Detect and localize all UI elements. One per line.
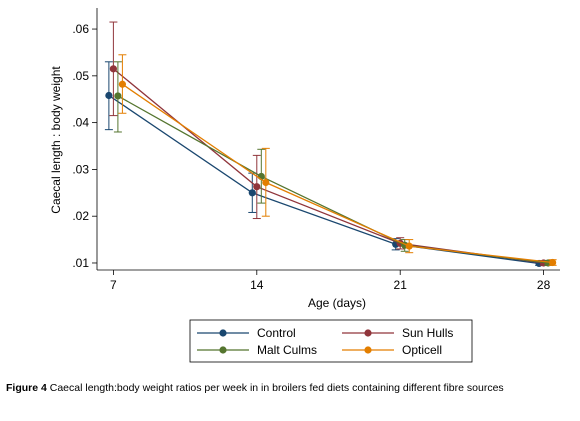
legend-label: Malt Culms [257,343,317,357]
legend-swatch-marker [219,329,227,337]
data-point [109,65,117,73]
legend-swatch-marker [364,346,372,354]
x-tick-label: 14 [250,278,264,292]
legend: Control Sun Hulls Malt Culms Opticell [189,319,473,363]
y-tick-label: .05 [72,69,89,83]
legend-label: Sun Hulls [402,326,453,340]
y-tick-label: .04 [72,116,89,130]
legend-box [189,319,473,363]
series-line [122,83,553,264]
series-line [117,95,549,264]
data-point [253,183,261,191]
data-point [262,178,270,187]
series-control [104,61,544,268]
y-tick-label: .01 [72,256,89,270]
legend-label: Opticell [402,343,442,357]
data-point [105,91,113,100]
data-point [549,258,557,267]
series-line [112,68,544,264]
data-point [405,242,413,250]
x-tick-label: 28 [537,278,551,292]
caption-text: Caecal length:body weight ratios per wee… [46,382,504,394]
x-tick-label: 21 [394,278,408,292]
series-malt-culms [113,61,553,267]
y-tick-label: .03 [72,162,89,176]
x-tick-label: 7 [110,278,117,292]
figure-caption: Figure 4 Caecal length:body weight ratio… [6,382,576,394]
data-point [118,80,127,88]
data-point [114,92,122,100]
series-line [108,94,540,265]
y-axis-title: Caecal length : body weight [49,66,63,214]
legend-label: Control [257,326,296,340]
data-point [248,189,256,197]
x-axis-title: Age (days) [308,296,366,310]
plot-area: .01 .02 .03 .04 .05 .06 7 14 21 28 [72,8,560,292]
line-chart: .01 .02 .03 .04 .05 .06 7 14 21 28 Age (days) Cae… [49,8,560,363]
y-tick-label: .02 [72,209,89,223]
legend-swatch-marker [364,329,372,337]
y-tick-label: .06 [72,22,89,36]
figure-label: Figure 4 [6,382,47,394]
legend-swatch-marker [219,346,227,354]
series-sun-hulls [109,21,548,267]
series-opticell [118,54,557,267]
